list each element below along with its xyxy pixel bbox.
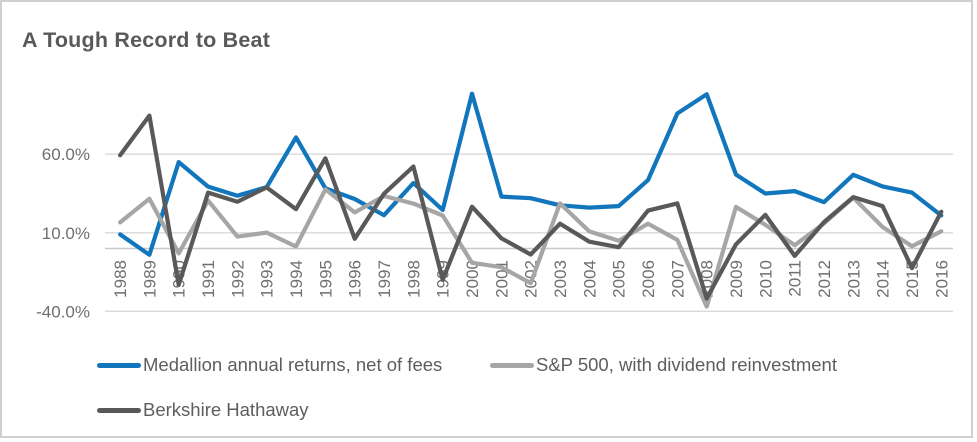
berkshire-line-swatch (97, 407, 141, 413)
y-axis-tick-label: 10.0% (42, 224, 90, 243)
legend-item-berkshire: Berkshire Hathaway (97, 398, 309, 422)
x-axis-tick-label: 2010 (756, 260, 775, 298)
legend-label-berkshire: Berkshire Hathaway (143, 399, 309, 420)
legend-label-sp500: S&P 500, with dividend reinvestment (536, 354, 837, 375)
x-axis-tick-label: 2005 (610, 260, 629, 298)
x-axis-tick-label: 2009 (727, 260, 746, 298)
x-axis-tick-label: 1988 (111, 260, 130, 298)
y-axis-tick-label: 60.0% (42, 145, 90, 164)
x-axis-tick-label: 2007 (668, 260, 687, 298)
x-axis-tick-label: 1998 (404, 260, 423, 298)
x-axis-tick-label: 1995 (316, 260, 335, 298)
berkshire-line (117, 113, 944, 301)
x-axis-tick-label: 2000 (463, 260, 482, 298)
medallion-line-swatch (97, 362, 141, 368)
chart-title: A Tough Record to Beat (22, 28, 271, 52)
x-axis-tick-label: 2011 (786, 260, 805, 297)
x-axis-tick-label: 2006 (639, 260, 658, 298)
x-axis-tick-label: 1991 (199, 260, 218, 298)
x-axis-tick-label: 1992 (228, 260, 247, 298)
x-axis-tick-label: 2014 (874, 260, 893, 298)
x-axis-tick-label: 2004 (580, 260, 599, 298)
x-axis-tick-label: 1994 (287, 260, 306, 298)
y-axis-labels: 60.0% 10.0% -40.0% (36, 145, 90, 321)
x-axis-tick-label: 2003 (551, 260, 570, 298)
y-axis-tick-label: -40.0% (36, 302, 90, 321)
x-axis-tick-label: 2016 (932, 260, 951, 298)
sp500-line-swatch (490, 362, 534, 368)
series-lines (117, 91, 944, 309)
x-axis-tick-label: 2013 (844, 260, 863, 298)
chart-plot-area: 60.0%10.0%-40.0%1988 1989 1990 1991 1992 1993… (36, 91, 953, 321)
x-axis-tick-label: 2015 (903, 260, 922, 298)
x-axis-tick-label: 1993 (258, 260, 277, 298)
legend-item-medallion: Medallion annual returns, net of fees (97, 353, 442, 377)
x-axis-tick-label: 1996 (346, 260, 365, 298)
x-axis-tick-label: 1989 (140, 260, 159, 298)
legend-item-sp500: S&P 500, with dividend reinvestment (490, 353, 837, 377)
x-axis-tick-label: 1997 (375, 260, 394, 298)
legend-label-medallion: Medallion annual returns, net of fees (143, 354, 443, 375)
sp500-line (117, 187, 944, 309)
x-axis-tick-label: 2012 (815, 260, 834, 298)
